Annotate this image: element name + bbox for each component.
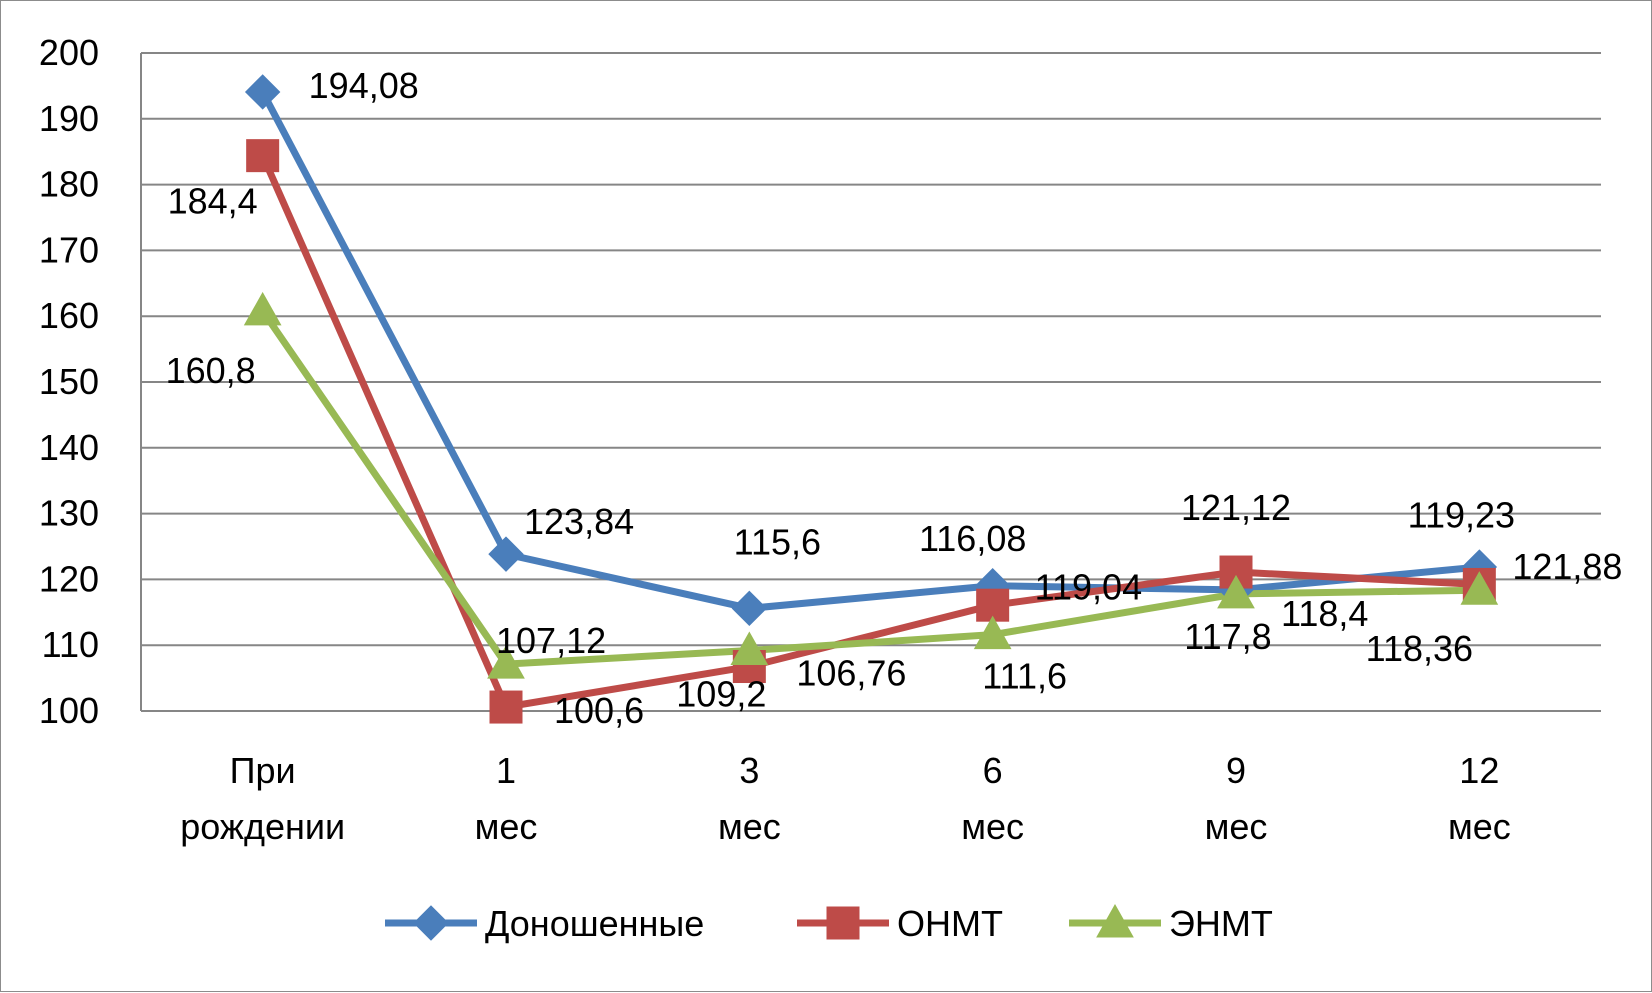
- y-tick-label: 160: [39, 295, 99, 336]
- y-tick-label: 190: [39, 98, 99, 139]
- series-line-2: [259, 154, 1480, 711]
- data-label: 118,4: [1281, 593, 1368, 634]
- legend: Доношенные ОНМТ ЭНМТ: [385, 903, 1273, 944]
- data-label: 111,6: [982, 656, 1067, 697]
- data-labels: 194,08 123,84 115,6 119,04 118,4 121,88 184,4 1…: [166, 65, 1623, 731]
- data-point-marker: [488, 536, 524, 572]
- data-label: 106,76: [796, 653, 906, 694]
- series-line-1: [259, 90, 1480, 612]
- data-point-marker: [730, 631, 769, 665]
- data-label: 194,08: [309, 65, 419, 106]
- gridlines: [140, 52, 1601, 712]
- legend-swatch-marker: [1096, 903, 1134, 938]
- series-lines: [259, 90, 1480, 711]
- x-tick-label: 12 мес: [1448, 750, 1511, 847]
- data-label: 107,12: [496, 620, 606, 661]
- data-label: 121,12: [1181, 487, 1291, 528]
- legend-label: ЭНМТ: [1169, 903, 1273, 944]
- data-label: 117,8: [1184, 616, 1271, 657]
- y-tick-label: 200: [39, 32, 99, 73]
- series-markers: [243, 74, 1499, 724]
- y-tick-label: 150: [39, 361, 99, 402]
- data-point-marker: [973, 615, 1012, 650]
- data-label: 100,6: [554, 690, 644, 731]
- data-point-marker: [246, 139, 280, 173]
- y-tick-label: 180: [39, 164, 99, 205]
- data-label: 115,6: [734, 521, 821, 562]
- data-point-marker: [489, 690, 523, 724]
- y-tick-label: 140: [39, 427, 99, 468]
- data-point-marker: [731, 590, 768, 627]
- data-point-marker: [1217, 574, 1255, 609]
- y-tick-label: 110: [42, 624, 99, 665]
- data-label: 123,84: [524, 501, 634, 542]
- y-tick-label: 170: [39, 229, 99, 270]
- data-point-marker: [244, 74, 281, 110]
- x-tick-label: При рождении: [180, 750, 345, 847]
- data-label: 184,4: [168, 181, 258, 222]
- series-line-3: [259, 308, 1480, 668]
- data-label: 121,88: [1512, 546, 1622, 587]
- data-label: 116,08: [919, 518, 1026, 559]
- y-tick-label: 120: [39, 558, 99, 599]
- x-tick-label: 6 мес: [961, 750, 1024, 847]
- data-label: 119,23: [1408, 494, 1515, 535]
- y-tick-label: 130: [39, 493, 99, 534]
- legend-label: ОНМТ: [897, 903, 1003, 944]
- x-axis-ticks: При рождении 1 мес 3 мес 6 мес 9 мес 12 мес: [180, 750, 1510, 847]
- x-tick-label: 9 мес: [1205, 750, 1268, 847]
- legend-swatch-marker: [413, 905, 449, 941]
- data-label: 119,04: [1035, 567, 1142, 608]
- data-point-marker: [243, 291, 282, 326]
- x-tick-label: 3 мес: [718, 750, 781, 847]
- y-tick-label: 100: [39, 690, 99, 731]
- legend-swatch-marker: [826, 906, 860, 940]
- data-label: 109,2: [676, 673, 766, 714]
- data-point-marker: [487, 645, 525, 679]
- data-label: 160,8: [166, 350, 256, 391]
- legend-label: Доношенные: [485, 903, 704, 944]
- data-label: 118,36: [1366, 628, 1473, 669]
- x-tick-label: 1 мес: [475, 750, 538, 847]
- y-axis-ticks: 200 190 180 170 160 150 140 130 120 110 100: [39, 32, 99, 731]
- data-point-marker: [1460, 571, 1499, 605]
